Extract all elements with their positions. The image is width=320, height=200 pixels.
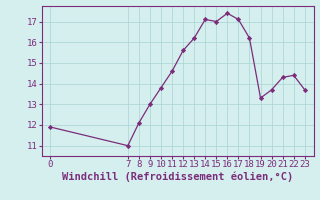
X-axis label: Windchill (Refroidissement éolien,°C): Windchill (Refroidissement éolien,°C)	[62, 172, 293, 182]
